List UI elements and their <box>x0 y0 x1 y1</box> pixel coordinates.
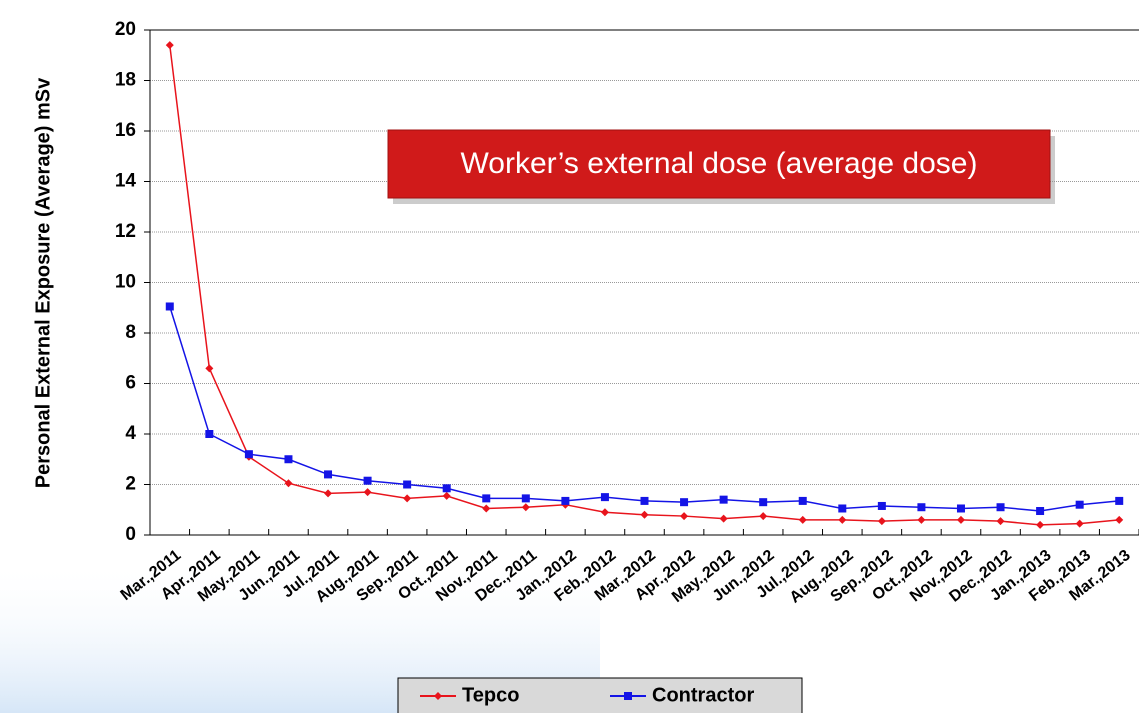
legend-marker <box>624 692 632 700</box>
marker <box>798 515 807 524</box>
y-tick-label: 14 <box>115 171 137 192</box>
marker <box>719 514 728 523</box>
legend-label: Contractor <box>652 684 754 706</box>
y-tick-label: 8 <box>125 322 136 343</box>
marker <box>640 496 649 505</box>
marker <box>1075 500 1084 509</box>
marker <box>363 488 372 497</box>
legend: Tepco Contractor <box>397 677 803 713</box>
marker <box>205 364 214 373</box>
marker <box>1036 507 1045 516</box>
marker <box>165 41 174 50</box>
legend-label: Tepco <box>462 684 519 706</box>
y-tick-label: 18 <box>115 70 136 91</box>
marker <box>165 302 174 311</box>
marker <box>521 503 530 512</box>
marker <box>1115 496 1124 505</box>
marker <box>1075 519 1084 528</box>
marker <box>324 489 333 498</box>
legend-marker <box>434 692 442 700</box>
marker <box>521 494 530 503</box>
y-axis-label: Personal External Exposure (Average) mSv <box>32 77 54 488</box>
y-tick-label: 6 <box>125 373 136 394</box>
marker <box>482 504 491 513</box>
marker <box>996 503 1005 512</box>
marker <box>284 455 293 464</box>
y-tick-label: 4 <box>125 423 136 444</box>
marker <box>838 504 847 513</box>
annotation: Worker’s external dose (average dose) <box>461 147 978 180</box>
marker <box>956 515 965 524</box>
marker <box>244 450 253 459</box>
marker <box>324 470 333 479</box>
marker <box>284 479 293 488</box>
marker <box>759 512 768 521</box>
y-tick-label: 20 <box>115 19 136 40</box>
marker <box>442 491 451 500</box>
y-tick-label: 10 <box>115 272 136 293</box>
marker <box>1115 515 1124 524</box>
marker <box>996 517 1005 526</box>
marker <box>877 517 886 526</box>
marker <box>482 494 491 503</box>
marker <box>680 512 689 521</box>
series-line <box>169 45 1120 526</box>
annotation-box <box>387 129 1051 199</box>
marker <box>600 493 609 502</box>
marker <box>917 503 926 512</box>
marker <box>798 496 807 505</box>
legend-box <box>397 677 803 713</box>
marker <box>1036 520 1045 529</box>
marker <box>640 510 649 519</box>
marker <box>680 498 689 507</box>
marker <box>719 495 728 504</box>
series-line <box>169 306 1120 512</box>
marker <box>759 498 768 507</box>
marker <box>205 430 214 438</box>
y-tick-label: 2 <box>125 474 136 495</box>
marker <box>403 480 412 489</box>
marker <box>877 501 886 510</box>
marker <box>442 484 451 493</box>
marker <box>838 515 847 524</box>
y-tick-label: 0 <box>125 524 136 545</box>
marker <box>561 496 570 505</box>
marker <box>403 494 412 503</box>
marker <box>600 508 609 517</box>
y-tick-label: 16 <box>115 120 136 141</box>
y-tick-label: 12 <box>115 221 136 242</box>
marker <box>956 504 965 513</box>
marker <box>917 515 926 524</box>
marker <box>363 476 372 485</box>
